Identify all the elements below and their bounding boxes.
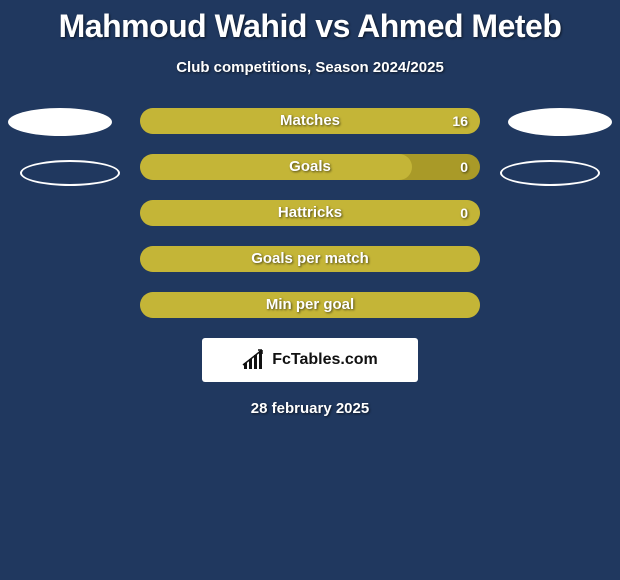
stat-bars: Matches16Goals0Hattricks0Goals per match… [140,108,480,318]
container: Mahmoud Wahid vs Ahmed Meteb Club compet… [0,0,620,580]
stat-bar-label: Goals per match [140,246,480,272]
stat-bar: Hattricks0 [140,200,480,226]
stat-bar-label: Goals [140,154,480,180]
subtitle: Club competitions, Season 2024/2025 [0,59,620,76]
page-title: Mahmoud Wahid vs Ahmed Meteb [0,8,620,45]
oval-left-2 [20,160,120,186]
stat-bar: Min per goal [140,292,480,318]
date-text: 28 february 2025 [0,400,620,417]
stat-bar: Goals per match [140,246,480,272]
stat-bar: Goals0 [140,154,480,180]
oval-right-2 [500,160,600,186]
stat-bar-label: Matches [140,108,480,134]
stat-bar-label: Hattricks [140,200,480,226]
stat-bar-value: 0 [460,154,468,180]
brand-badge: FcTables.com [202,338,418,382]
stat-bar-label: Min per goal [140,292,480,318]
body-area: Matches16Goals0Hattricks0Goals per match… [0,108,620,417]
bar-chart-icon [242,349,268,371]
stat-bar-value: 0 [460,200,468,226]
stat-bar: Matches16 [140,108,480,134]
stat-bar-value: 16 [452,108,468,134]
brand-text: FcTables.com [272,351,378,369]
oval-left-1 [8,108,112,136]
oval-right-1 [508,108,612,136]
